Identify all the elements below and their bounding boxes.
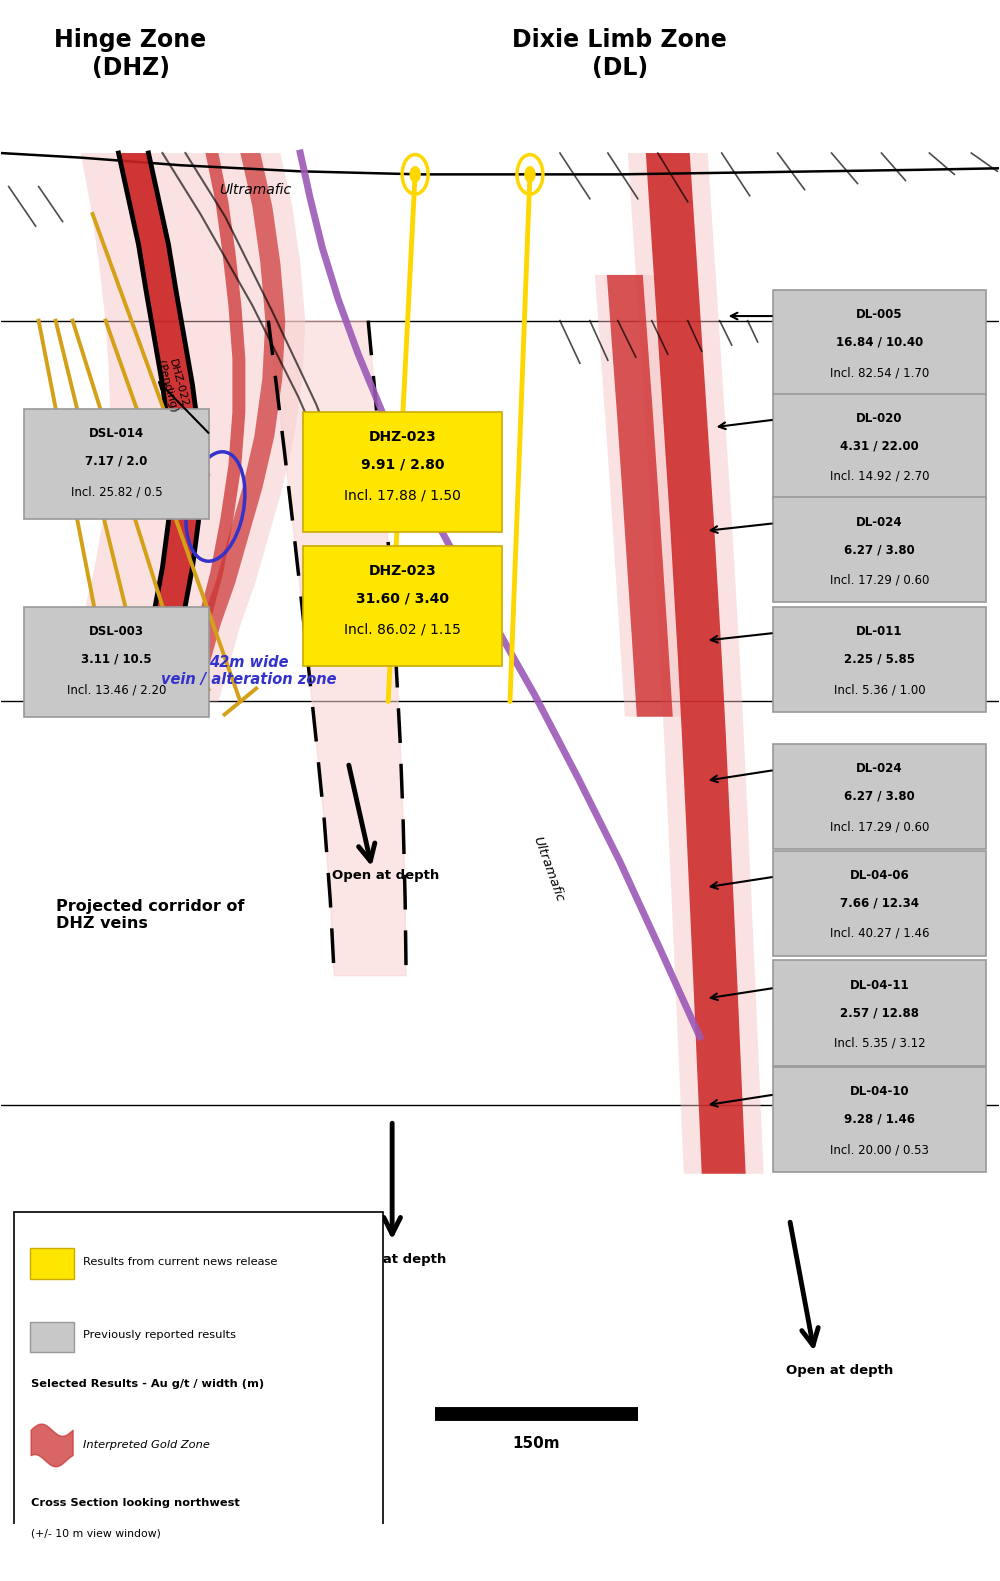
FancyBboxPatch shape — [773, 745, 986, 849]
Text: Incl. 14.92 / 2.70: Incl. 14.92 / 2.70 — [830, 470, 929, 482]
Text: 2.25 / 5.85: 2.25 / 5.85 — [844, 653, 915, 666]
Text: 9.91 / 2.80: 9.91 / 2.80 — [361, 458, 444, 471]
Text: Selected Results - Au g/t / width (m): Selected Results - Au g/t / width (m) — [31, 1379, 264, 1390]
Text: Open at depth: Open at depth — [786, 1364, 893, 1377]
FancyBboxPatch shape — [30, 1322, 74, 1352]
Text: DSL-014: DSL-014 — [89, 427, 144, 440]
Text: DSL-003: DSL-003 — [89, 626, 144, 639]
Text: Previously reported results: Previously reported results — [83, 1330, 236, 1341]
Text: DHZ-023: DHZ-023 — [369, 564, 437, 579]
Polygon shape — [628, 153, 764, 1173]
FancyBboxPatch shape — [24, 607, 209, 716]
Polygon shape — [646, 153, 746, 1173]
FancyBboxPatch shape — [14, 1213, 383, 1554]
Text: 42m wide
vein / alteration zone: 42m wide vein / alteration zone — [161, 655, 336, 688]
Text: Ultramafic: Ultramafic — [530, 835, 566, 904]
Text: Incl. 17.29 / 0.60: Incl. 17.29 / 0.60 — [830, 574, 929, 587]
FancyBboxPatch shape — [773, 607, 986, 711]
FancyBboxPatch shape — [303, 413, 502, 533]
Polygon shape — [178, 153, 285, 702]
Text: Interpreted Gold Zone: Interpreted Gold Zone — [83, 1440, 209, 1450]
Text: Results from current news release: Results from current news release — [83, 1257, 277, 1266]
Circle shape — [410, 166, 420, 182]
Text: 7.17 / 2.0: 7.17 / 2.0 — [85, 455, 148, 468]
Text: Ultramafic: Ultramafic — [219, 183, 291, 196]
Text: Incl. 5.35 / 3.12: Incl. 5.35 / 3.12 — [834, 1037, 925, 1050]
Polygon shape — [268, 321, 406, 975]
Text: Incl. 17.88 / 1.50: Incl. 17.88 / 1.50 — [344, 489, 461, 503]
Text: Hinge Zone
(DHZ): Hinge Zone (DHZ) — [54, 28, 207, 81]
Text: 16.84 / 10.40: 16.84 / 10.40 — [836, 335, 923, 349]
Text: Open at depth: Open at depth — [332, 870, 439, 882]
FancyBboxPatch shape — [24, 409, 209, 519]
Text: 6.27 / 3.80: 6.27 / 3.80 — [844, 790, 915, 803]
Text: DL-024: DL-024 — [856, 762, 903, 775]
Text: DL-024: DL-024 — [856, 515, 903, 528]
Text: Open at depth: Open at depth — [339, 1254, 446, 1266]
FancyBboxPatch shape — [773, 1067, 986, 1172]
FancyBboxPatch shape — [303, 545, 502, 667]
Text: 6.27 / 3.80: 6.27 / 3.80 — [844, 542, 915, 557]
Text: Incl. 20.00 / 0.53: Incl. 20.00 / 0.53 — [830, 1143, 929, 1156]
Text: 2.57 / 12.88: 2.57 / 12.88 — [840, 1006, 919, 1020]
Text: Incl. 25.82 / 0.5: Incl. 25.82 / 0.5 — [71, 485, 162, 498]
FancyBboxPatch shape — [773, 961, 986, 1066]
Text: DHZ-022
(Pending): DHZ-022 (Pending) — [155, 356, 190, 413]
Text: 150m: 150m — [513, 1436, 560, 1451]
Text: DL-011: DL-011 — [856, 626, 903, 639]
Text: DL-005: DL-005 — [856, 308, 903, 321]
Text: Incl. 5.36 / 1.00: Incl. 5.36 / 1.00 — [834, 683, 925, 696]
Text: (+/- 10 m view window): (+/- 10 m view window) — [31, 1529, 161, 1538]
FancyBboxPatch shape — [773, 851, 986, 957]
Text: Projected corridor of
DHZ veins: Projected corridor of DHZ veins — [56, 898, 244, 931]
Polygon shape — [119, 153, 200, 702]
Text: Incl. 40.27 / 1.46: Incl. 40.27 / 1.46 — [830, 926, 929, 941]
Text: Incl. 86.02 / 1.15: Incl. 86.02 / 1.15 — [344, 623, 461, 636]
Text: Incl. 13.46 / 2.20: Incl. 13.46 / 2.20 — [67, 683, 166, 696]
Text: 9.28 / 1.46: 9.28 / 1.46 — [844, 1113, 915, 1126]
FancyBboxPatch shape — [773, 394, 986, 500]
Text: 31.60 / 3.40: 31.60 / 3.40 — [356, 591, 449, 606]
Text: 3.11 / 10.5: 3.11 / 10.5 — [81, 653, 152, 666]
Text: Cross Section looking northwest: Cross Section looking northwest — [31, 1497, 239, 1508]
Text: 7.66 / 12.34: 7.66 / 12.34 — [840, 896, 919, 909]
Text: Dixie Limb Zone
(DL): Dixie Limb Zone (DL) — [512, 28, 727, 81]
Circle shape — [525, 166, 535, 182]
FancyBboxPatch shape — [30, 1249, 74, 1279]
Text: Incl. 82.54 / 1.70: Incl. 82.54 / 1.70 — [830, 367, 929, 379]
Polygon shape — [607, 275, 673, 716]
Text: DL-04-10: DL-04-10 — [850, 1086, 909, 1099]
Text: DL-04-11: DL-04-11 — [850, 979, 909, 991]
Polygon shape — [595, 275, 685, 716]
Polygon shape — [63, 153, 305, 702]
Text: 4.31 / 22.00: 4.31 / 22.00 — [840, 440, 919, 452]
FancyBboxPatch shape — [773, 498, 986, 602]
Text: DL-020: DL-020 — [856, 413, 903, 425]
FancyBboxPatch shape — [773, 291, 986, 395]
Text: Incl. 17.29 / 0.60: Incl. 17.29 / 0.60 — [830, 821, 929, 833]
Polygon shape — [178, 153, 245, 702]
Text: DHZ-023: DHZ-023 — [369, 430, 437, 444]
Text: DL-04-06: DL-04-06 — [850, 870, 909, 882]
